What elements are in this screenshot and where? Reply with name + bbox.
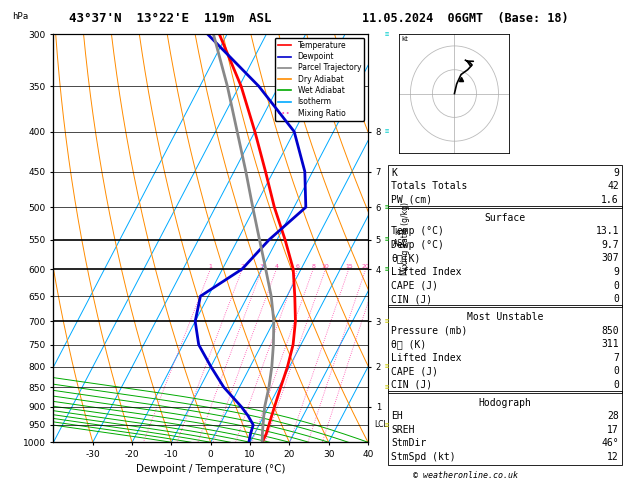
Text: Dewp (°C): Dewp (°C): [391, 240, 444, 250]
Text: CAPE (J): CAPE (J): [391, 366, 438, 376]
Text: ≡: ≡: [385, 204, 389, 210]
Text: 13.1: 13.1: [596, 226, 619, 236]
Text: θᴇ (K): θᴇ (K): [391, 339, 426, 349]
Text: 10: 10: [321, 264, 330, 269]
Text: CAPE (J): CAPE (J): [391, 280, 438, 291]
Text: 850: 850: [601, 326, 619, 335]
Text: 0: 0: [613, 294, 619, 304]
Text: 7: 7: [613, 353, 619, 363]
Text: © weatheronline.co.uk: © weatheronline.co.uk: [413, 471, 518, 480]
Text: 0: 0: [613, 380, 619, 390]
Text: ≡: ≡: [385, 237, 389, 243]
Text: 15: 15: [345, 264, 353, 269]
Text: 43°37'N  13°22'E  119m  ASL: 43°37'N 13°22'E 119m ASL: [69, 12, 271, 25]
Text: Surface: Surface: [484, 212, 526, 223]
Text: EH: EH: [391, 411, 403, 421]
Text: Temp (°C): Temp (°C): [391, 226, 444, 236]
Text: ≡: ≡: [385, 364, 389, 369]
Text: Totals Totals: Totals Totals: [391, 181, 467, 191]
Text: 1: 1: [209, 264, 213, 269]
Text: 4: 4: [274, 264, 279, 269]
Text: Hodograph: Hodograph: [479, 398, 532, 408]
Text: hPa: hPa: [13, 12, 29, 21]
Text: PW (cm): PW (cm): [391, 195, 432, 205]
Text: ≡: ≡: [385, 31, 389, 37]
Text: 46°: 46°: [601, 438, 619, 449]
Text: ≡: ≡: [385, 318, 389, 324]
Text: 9: 9: [613, 168, 619, 178]
Text: 20: 20: [362, 264, 370, 269]
Text: 311: 311: [601, 339, 619, 349]
Legend: Temperature, Dewpoint, Parcel Trajectory, Dry Adiabat, Wet Adiabat, Isotherm, Mi: Temperature, Dewpoint, Parcel Trajectory…: [275, 38, 364, 121]
Text: 28: 28: [607, 411, 619, 421]
Text: Lifted Index: Lifted Index: [391, 267, 462, 277]
Text: K: K: [391, 168, 397, 178]
Text: 0: 0: [613, 280, 619, 291]
Y-axis label: km
ASL: km ASL: [393, 228, 408, 248]
Text: Pressure (mb): Pressure (mb): [391, 326, 467, 335]
Text: ≡: ≡: [385, 266, 389, 272]
Text: 0: 0: [613, 366, 619, 376]
Text: 9.7: 9.7: [601, 240, 619, 250]
Text: SREH: SREH: [391, 425, 415, 435]
Text: StmSpd (kt): StmSpd (kt): [391, 452, 456, 462]
Text: 307: 307: [601, 253, 619, 263]
Text: Lifted Index: Lifted Index: [391, 353, 462, 363]
Text: 1.6: 1.6: [601, 195, 619, 205]
Text: 11.05.2024  06GMT  (Base: 18): 11.05.2024 06GMT (Base: 18): [362, 12, 569, 25]
Text: 6: 6: [296, 264, 299, 269]
Text: 8: 8: [311, 264, 315, 269]
Text: θᴇ(K): θᴇ(K): [391, 253, 421, 263]
Text: ≡: ≡: [385, 384, 389, 390]
Text: CIN (J): CIN (J): [391, 294, 432, 304]
Text: 3: 3: [260, 264, 264, 269]
Text: 2: 2: [240, 264, 244, 269]
Text: CIN (J): CIN (J): [391, 380, 432, 390]
Text: 17: 17: [607, 425, 619, 435]
X-axis label: Dewpoint / Temperature (°C): Dewpoint / Temperature (°C): [136, 465, 286, 474]
Text: 9: 9: [613, 267, 619, 277]
Text: 12: 12: [607, 452, 619, 462]
Text: kt: kt: [401, 36, 408, 42]
Y-axis label: Mixing Ratio (g/kg): Mixing Ratio (g/kg): [401, 202, 410, 275]
Text: Most Unstable: Most Unstable: [467, 312, 543, 322]
Text: LCL: LCL: [374, 420, 387, 429]
Text: ≡: ≡: [385, 129, 389, 135]
Text: ≡: ≡: [385, 422, 389, 428]
Text: 42: 42: [607, 181, 619, 191]
Text: StmDir: StmDir: [391, 438, 426, 449]
